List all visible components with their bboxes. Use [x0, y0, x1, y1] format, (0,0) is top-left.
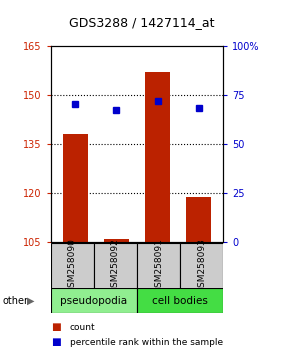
Bar — [137, 243, 180, 289]
Text: ■: ■ — [51, 322, 61, 332]
Bar — [104, 239, 129, 242]
Bar — [137, 288, 223, 313]
Text: GSM258092: GSM258092 — [111, 239, 120, 293]
Bar — [94, 243, 137, 289]
Bar — [63, 135, 88, 242]
Text: count: count — [70, 323, 95, 332]
Bar — [186, 197, 211, 242]
Text: ■: ■ — [51, 337, 61, 347]
Text: ▶: ▶ — [27, 296, 35, 306]
Text: cell bodies: cell bodies — [152, 296, 208, 306]
Text: GSM258090: GSM258090 — [68, 238, 77, 293]
Text: GSM258093: GSM258093 — [197, 238, 206, 293]
Bar — [180, 243, 223, 289]
Bar — [51, 288, 137, 313]
Text: other: other — [3, 296, 29, 306]
Bar — [51, 243, 94, 289]
Text: percentile rank within the sample: percentile rank within the sample — [70, 338, 223, 347]
Text: GDS3288 / 1427114_at: GDS3288 / 1427114_at — [69, 16, 215, 29]
Text: GSM258091: GSM258091 — [154, 238, 163, 293]
Bar — [145, 72, 170, 242]
Text: pseudopodia: pseudopodia — [60, 296, 127, 306]
